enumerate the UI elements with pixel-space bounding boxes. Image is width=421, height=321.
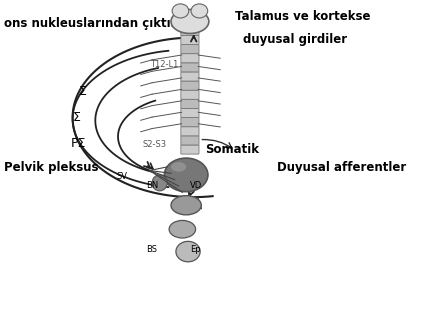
FancyBboxPatch shape (181, 127, 199, 136)
FancyBboxPatch shape (181, 26, 199, 35)
Text: PΣ: PΣ (71, 136, 86, 150)
Text: Duyusal afferentler: Duyusal afferentler (277, 160, 406, 173)
FancyBboxPatch shape (181, 90, 199, 99)
Ellipse shape (164, 158, 208, 192)
Text: SV: SV (116, 172, 127, 181)
FancyBboxPatch shape (181, 45, 199, 54)
Text: ons nukleuslarından çıktılar: ons nukleuslarından çıktılar (5, 17, 189, 30)
Circle shape (176, 241, 200, 262)
Ellipse shape (171, 162, 186, 172)
Ellipse shape (171, 196, 201, 215)
FancyBboxPatch shape (181, 145, 199, 154)
FancyBboxPatch shape (181, 54, 199, 63)
Text: Somatik: Somatik (205, 143, 259, 156)
Text: S2-S3: S2-S3 (143, 140, 167, 149)
FancyBboxPatch shape (181, 117, 199, 127)
Text: duyusal girdiler: duyusal girdiler (243, 33, 347, 46)
Text: T12-L1: T12-L1 (150, 60, 179, 69)
Text: Pelvik pleksus: Pelvik pleksus (5, 160, 99, 173)
Ellipse shape (152, 175, 167, 191)
Circle shape (191, 4, 208, 18)
FancyBboxPatch shape (181, 63, 199, 72)
FancyBboxPatch shape (181, 35, 199, 45)
Text: Talamus ve kortekse: Talamus ve kortekse (235, 10, 371, 23)
FancyBboxPatch shape (181, 81, 199, 90)
Text: BN: BN (147, 181, 159, 190)
Text: Ep: Ep (190, 245, 200, 254)
Ellipse shape (171, 10, 209, 33)
FancyBboxPatch shape (181, 136, 199, 145)
Text: BS: BS (147, 245, 157, 254)
Circle shape (172, 4, 189, 18)
Text: Σ: Σ (72, 111, 80, 124)
FancyBboxPatch shape (181, 99, 199, 108)
Ellipse shape (169, 221, 196, 238)
Text: Σ: Σ (78, 85, 86, 99)
FancyBboxPatch shape (181, 108, 199, 117)
Text: VD: VD (190, 181, 202, 190)
FancyBboxPatch shape (181, 72, 199, 81)
